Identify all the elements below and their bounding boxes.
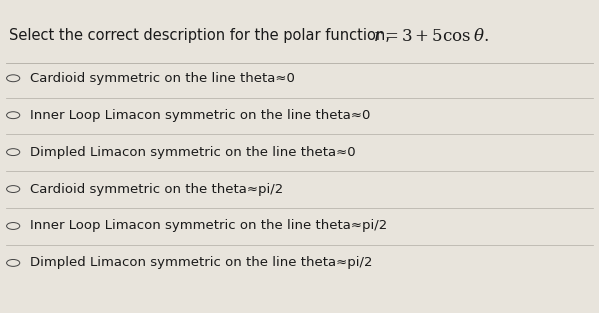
- Text: Cardioid symmetric on the theta≈pi/2: Cardioid symmetric on the theta≈pi/2: [30, 182, 283, 196]
- Text: $r = 3+5\cos\theta.$: $r = 3+5\cos\theta.$: [373, 27, 488, 45]
- Text: Inner Loop Limacon symmetric on the line theta≈0: Inner Loop Limacon symmetric on the line…: [30, 109, 370, 122]
- Text: Inner Loop Limacon symmetric on the line theta≈pi/2: Inner Loop Limacon symmetric on the line…: [30, 219, 387, 233]
- Text: Select the correct description for the polar function,: Select the correct description for the p…: [9, 28, 395, 43]
- Text: Cardioid symmetric on the line theta≈0: Cardioid symmetric on the line theta≈0: [30, 72, 295, 85]
- Text: Dimpled Limacon symmetric on the line theta≈pi/2: Dimpled Limacon symmetric on the line th…: [30, 256, 373, 269]
- Text: Dimpled Limacon symmetric on the line theta≈0: Dimpled Limacon symmetric on the line th…: [30, 146, 356, 159]
